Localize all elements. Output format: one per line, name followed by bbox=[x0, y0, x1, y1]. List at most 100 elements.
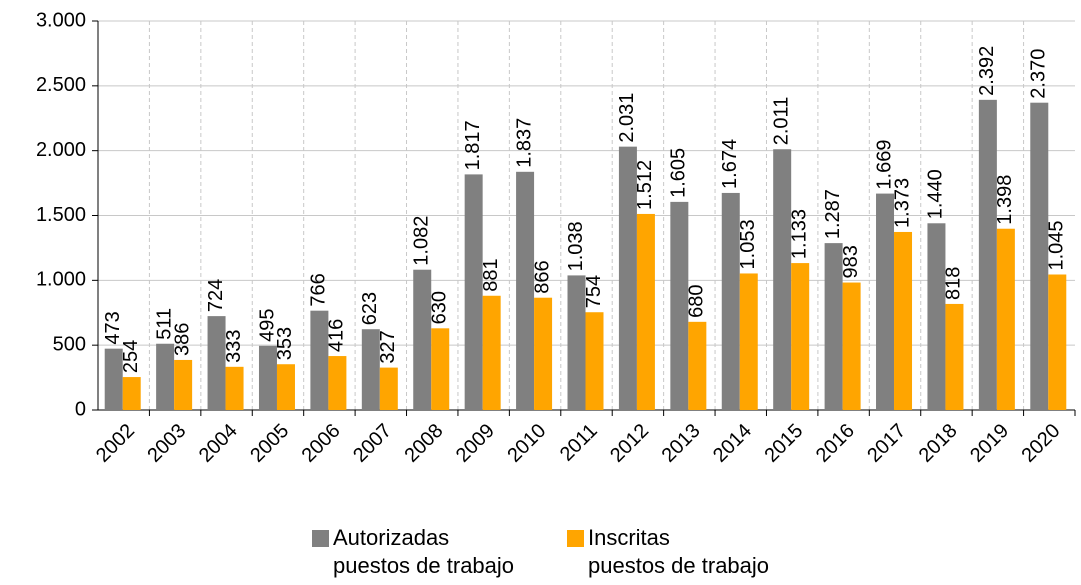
bar bbox=[328, 356, 347, 410]
y-tick-label: 2.500 bbox=[36, 74, 86, 96]
value-label: 333 bbox=[223, 329, 245, 362]
value-label: 386 bbox=[171, 323, 193, 356]
x-tick-label: 2013 bbox=[658, 420, 705, 467]
x-tick-label: 2016 bbox=[812, 420, 859, 467]
value-label: 1.669 bbox=[873, 140, 895, 190]
bar bbox=[876, 193, 895, 410]
bar bbox=[534, 297, 553, 410]
bar bbox=[104, 348, 123, 410]
x-tick-label: 2017 bbox=[863, 420, 910, 467]
value-label: 416 bbox=[326, 319, 348, 352]
value-label: 630 bbox=[429, 291, 451, 324]
x-tick-label: 2019 bbox=[966, 420, 1013, 467]
bar bbox=[225, 366, 244, 410]
bar bbox=[824, 243, 843, 410]
value-label: 818 bbox=[943, 267, 965, 300]
legend-label: Inscritas puestos de trabajo bbox=[588, 525, 770, 578]
value-label: 754 bbox=[583, 275, 605, 308]
y-tick-label: 0 bbox=[75, 398, 86, 420]
x-tick-label: 2010 bbox=[503, 420, 550, 467]
y-tick-label: 1.500 bbox=[36, 204, 86, 226]
value-label: 1.053 bbox=[737, 219, 759, 269]
bar bbox=[1030, 102, 1049, 410]
y-tick-label: 500 bbox=[53, 333, 86, 355]
bar bbox=[516, 171, 535, 410]
value-label: 2.031 bbox=[616, 93, 638, 143]
bar bbox=[482, 295, 501, 410]
value-label: 983 bbox=[840, 245, 862, 278]
value-label: 254 bbox=[120, 340, 142, 373]
x-tick-label: 2011 bbox=[556, 420, 602, 466]
bar bbox=[379, 367, 398, 410]
value-label: 495 bbox=[256, 308, 278, 341]
bar bbox=[773, 149, 792, 410]
bar bbox=[413, 269, 432, 410]
bar bbox=[207, 316, 226, 410]
value-label: 1.045 bbox=[1046, 220, 1068, 270]
value-label: 623 bbox=[359, 292, 381, 325]
bar bbox=[739, 273, 758, 410]
x-tick-label: 2020 bbox=[1018, 420, 1065, 467]
bar bbox=[361, 329, 380, 410]
bar bbox=[927, 223, 946, 410]
bar bbox=[688, 321, 707, 410]
bar bbox=[1048, 274, 1067, 410]
value-label: 881 bbox=[480, 258, 502, 291]
bar bbox=[618, 146, 637, 410]
value-label: 2.370 bbox=[1028, 49, 1050, 99]
bar bbox=[174, 359, 193, 410]
bar bbox=[585, 312, 604, 410]
x-tick-label: 2014 bbox=[709, 420, 756, 467]
bar bbox=[670, 201, 689, 410]
bar bbox=[894, 231, 913, 410]
bar bbox=[310, 310, 329, 410]
value-label: 1.038 bbox=[565, 221, 587, 271]
value-label: 1.837 bbox=[513, 118, 535, 168]
x-tick-label: 2015 bbox=[760, 420, 807, 467]
y-tick-label: 1.000 bbox=[36, 269, 86, 291]
bar bbox=[567, 275, 586, 410]
x-tick-label: 2009 bbox=[452, 420, 499, 467]
bar bbox=[791, 263, 810, 410]
value-label: 866 bbox=[531, 260, 553, 293]
bar bbox=[842, 282, 861, 410]
value-label: 1.817 bbox=[462, 120, 484, 170]
value-label: 1.605 bbox=[668, 148, 690, 198]
value-label: 1.440 bbox=[925, 169, 947, 219]
value-label: 724 bbox=[205, 279, 227, 312]
x-tick-label: 2018 bbox=[915, 420, 962, 467]
value-label: 1.512 bbox=[634, 160, 656, 210]
value-label: 511 bbox=[153, 308, 175, 340]
legend-swatch bbox=[567, 530, 584, 547]
value-label: 473 bbox=[102, 311, 124, 344]
bar bbox=[258, 345, 277, 410]
value-label: 2.011 bbox=[770, 97, 792, 146]
value-label: 766 bbox=[308, 273, 330, 306]
value-label: 1.287 bbox=[822, 189, 844, 239]
legend-label: Autorizadas puestos de trabajo bbox=[333, 525, 515, 578]
bar bbox=[464, 174, 483, 410]
value-label: 1.674 bbox=[719, 139, 741, 189]
value-label: 1.398 bbox=[994, 175, 1016, 225]
x-tick-label: 2008 bbox=[400, 420, 447, 467]
bar bbox=[122, 377, 141, 410]
x-tick-label: 2003 bbox=[143, 420, 190, 467]
legend-swatch bbox=[312, 530, 329, 547]
x-tick-label: 2004 bbox=[195, 420, 242, 467]
bar bbox=[996, 228, 1015, 410]
x-tick-label: 2005 bbox=[246, 420, 293, 467]
value-label: 1.082 bbox=[411, 216, 433, 266]
value-label: 680 bbox=[686, 284, 708, 317]
value-label: 353 bbox=[274, 327, 296, 360]
bar bbox=[978, 99, 997, 410]
value-label: 2.392 bbox=[976, 46, 998, 96]
y-tick-label: 3.000 bbox=[36, 9, 86, 31]
value-label: 1.373 bbox=[891, 178, 913, 228]
x-tick-label: 2006 bbox=[298, 420, 345, 467]
y-tick-label: 2.000 bbox=[36, 139, 86, 161]
bar bbox=[721, 192, 740, 410]
bar bbox=[156, 343, 175, 410]
bar bbox=[636, 213, 655, 410]
